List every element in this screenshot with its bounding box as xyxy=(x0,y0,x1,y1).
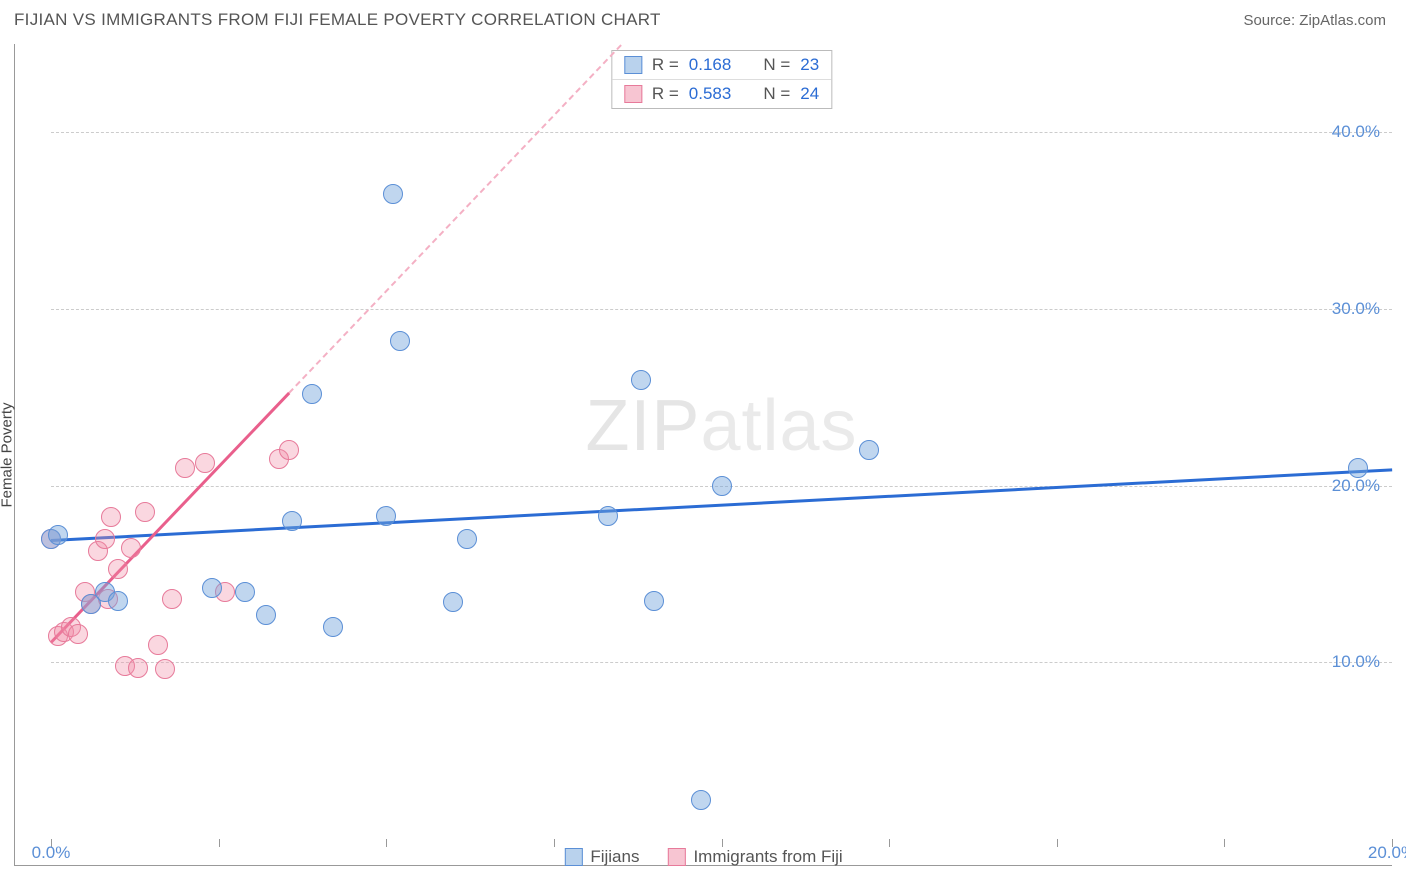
legend-row-fijians: R = 0.168 N = 23 xyxy=(612,51,831,79)
data-point-fijians xyxy=(282,511,302,531)
r-value-immigrants: 0.583 xyxy=(689,84,732,104)
x-tick-label: 20.0% xyxy=(1368,843,1406,863)
data-point-fijians xyxy=(390,331,410,351)
x-tick xyxy=(889,839,890,847)
x-tick-label: 0.0% xyxy=(32,843,71,863)
data-point-fijians xyxy=(443,592,463,612)
x-tick xyxy=(219,839,220,847)
data-point-fijians xyxy=(712,476,732,496)
legend-item-fijians: Fijians xyxy=(564,847,639,867)
y-axis-label: Female Poverty xyxy=(0,402,16,507)
data-point-fijians xyxy=(598,506,618,526)
x-tick xyxy=(386,839,387,847)
y-tick-label: 20.0% xyxy=(1332,476,1380,496)
data-point-immigrants xyxy=(121,538,141,558)
swatch-blue-icon xyxy=(564,848,582,866)
data-point-immigrants xyxy=(128,658,148,678)
data-point-immigrants xyxy=(68,624,88,644)
data-point-immigrants xyxy=(108,559,128,579)
data-point-fijians xyxy=(691,790,711,810)
x-tick xyxy=(554,839,555,847)
data-point-immigrants xyxy=(162,589,182,609)
x-tick xyxy=(1224,839,1225,847)
data-point-immigrants xyxy=(95,529,115,549)
legend-row-immigrants: R = 0.583 N = 24 xyxy=(612,79,831,108)
data-point-fijians xyxy=(859,440,879,460)
data-point-fijians xyxy=(108,591,128,611)
n-value-immigrants: 24 xyxy=(800,84,819,104)
data-point-fijians xyxy=(256,605,276,625)
legend-item-immigrants: Immigrants from Fiji xyxy=(667,847,842,867)
data-point-immigrants xyxy=(175,458,195,478)
swatch-pink-icon xyxy=(667,848,685,866)
data-point-fijians xyxy=(631,370,651,390)
swatch-pink-icon xyxy=(624,85,642,103)
gridline xyxy=(51,309,1392,310)
data-point-fijians xyxy=(48,525,68,545)
chart-source: Source: ZipAtlas.com xyxy=(1243,12,1386,29)
data-point-immigrants xyxy=(279,440,299,460)
correlation-legend: R = 0.168 N = 23 R = 0.583 N = 24 xyxy=(611,50,832,109)
data-point-immigrants xyxy=(155,659,175,679)
data-point-immigrants xyxy=(195,453,215,473)
swatch-blue-icon xyxy=(624,56,642,74)
series-legend: Fijians Immigrants from Fiji xyxy=(564,847,842,867)
y-tick-label: 30.0% xyxy=(1332,299,1380,319)
data-point-fijians xyxy=(202,578,222,598)
data-point-fijians xyxy=(302,384,322,404)
data-point-fijians xyxy=(644,591,664,611)
gridline xyxy=(51,132,1392,133)
chart-area: Female Poverty ZIPatlas R = 0.168 N = 23… xyxy=(14,44,1392,866)
n-value-fijians: 23 xyxy=(800,55,819,75)
data-point-fijians xyxy=(323,617,343,637)
y-tick-label: 40.0% xyxy=(1332,122,1380,142)
y-tick-label: 10.0% xyxy=(1332,652,1380,672)
data-point-immigrants xyxy=(101,507,121,527)
chart-title: FIJIAN VS IMMIGRANTS FROM FIJI FEMALE PO… xyxy=(14,10,661,30)
data-point-immigrants xyxy=(148,635,168,655)
r-value-fijians: 0.168 xyxy=(689,55,732,75)
data-point-fijians xyxy=(235,582,255,602)
data-point-fijians xyxy=(1348,458,1368,478)
x-tick xyxy=(1057,839,1058,847)
gridline xyxy=(51,662,1392,663)
data-point-fijians xyxy=(457,529,477,549)
plot-region: ZIPatlas R = 0.168 N = 23 R = 0.583 N = … xyxy=(51,44,1392,839)
data-point-fijians xyxy=(376,506,396,526)
data-point-fijians xyxy=(383,184,403,204)
watermark: ZIPatlas xyxy=(585,385,857,467)
trendline-immigrants-dashed xyxy=(288,44,621,393)
data-point-immigrants xyxy=(135,502,155,522)
x-tick xyxy=(722,839,723,847)
